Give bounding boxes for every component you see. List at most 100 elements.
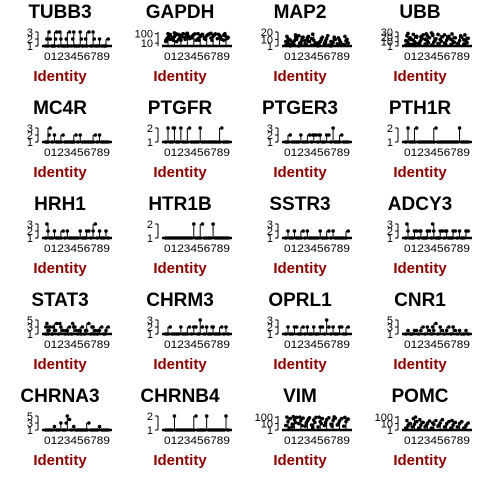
data-point bbox=[74, 328, 78, 333]
data-point bbox=[202, 428, 207, 432]
y-tick-label: 2 bbox=[387, 123, 393, 135]
data-point bbox=[464, 423, 468, 428]
data-point bbox=[327, 325, 331, 329]
data-point bbox=[439, 39, 444, 43]
data-point bbox=[313, 420, 317, 425]
data-point bbox=[421, 420, 425, 425]
y-tick-label: 1 bbox=[27, 137, 33, 149]
data-point bbox=[443, 229, 448, 233]
data-point bbox=[60, 44, 64, 48]
data-point bbox=[50, 140, 55, 144]
y-tick-label: 3 bbox=[27, 123, 33, 135]
data-point bbox=[436, 32, 440, 37]
y-tick-label: 1 bbox=[147, 137, 153, 149]
data-point bbox=[290, 332, 295, 336]
x-tick-labels: 0123456789 bbox=[44, 339, 110, 351]
data-point bbox=[322, 140, 327, 144]
data-point bbox=[106, 236, 110, 240]
data-point bbox=[225, 36, 229, 41]
panel-chrnb4: CHRNB4 1 2 0123456789 Identity bbox=[120, 384, 240, 480]
data-point bbox=[96, 328, 101, 333]
data-point bbox=[345, 37, 349, 42]
data-point bbox=[450, 236, 454, 240]
panel-title: GAPDH bbox=[145, 2, 215, 23]
data-point bbox=[87, 30, 91, 34]
data-point bbox=[404, 332, 408, 336]
data-point bbox=[48, 325, 52, 329]
data-point bbox=[434, 126, 438, 130]
data-point bbox=[442, 33, 447, 37]
data-point bbox=[46, 44, 50, 48]
data-point bbox=[404, 426, 408, 430]
data-point bbox=[466, 332, 470, 336]
panel-stat3: STAT3 1 3 5 0123456789 Identity bbox=[0, 288, 120, 384]
y-tick-label: 1 bbox=[387, 137, 393, 149]
x-tick-labels: 0123456789 bbox=[164, 339, 230, 351]
y-tick-label: 3 bbox=[387, 322, 393, 334]
data-point bbox=[87, 229, 91, 233]
y-tick-label: 3 bbox=[27, 219, 33, 231]
y-tick-label: 20 bbox=[381, 32, 393, 44]
data-point bbox=[449, 332, 453, 336]
data-point bbox=[186, 34, 191, 38]
data-point bbox=[316, 236, 320, 240]
x-tick-labels: 0123456789 bbox=[284, 243, 350, 255]
data-point bbox=[224, 414, 228, 418]
data-point bbox=[316, 44, 320, 48]
x-axis-label: Identity bbox=[33, 164, 87, 181]
data-point bbox=[222, 332, 226, 336]
data-point bbox=[172, 414, 177, 418]
data-point bbox=[424, 236, 429, 240]
data-point bbox=[416, 332, 421, 336]
data-point bbox=[406, 229, 410, 233]
data-point bbox=[453, 35, 458, 40]
y-tick-label: 10 bbox=[261, 34, 273, 46]
data-point bbox=[414, 126, 419, 130]
x-axis-label: Identity bbox=[33, 68, 87, 85]
data-point bbox=[301, 416, 305, 420]
data-point bbox=[346, 325, 350, 329]
data-point bbox=[290, 40, 295, 45]
data-point bbox=[47, 133, 51, 137]
panel-title: STAT3 bbox=[31, 290, 89, 311]
data-point bbox=[47, 30, 51, 34]
data-point bbox=[52, 424, 57, 429]
data-point bbox=[429, 31, 434, 35]
data-point bbox=[165, 36, 169, 41]
x-axis-label: Identity bbox=[273, 68, 327, 85]
y-tick-label: 100 bbox=[135, 29, 153, 41]
data-point bbox=[417, 417, 422, 422]
y-tick-label: 1 bbox=[27, 329, 33, 341]
data-point bbox=[453, 420, 458, 425]
data-point bbox=[46, 229, 50, 233]
data-point bbox=[453, 328, 458, 333]
data-point bbox=[425, 34, 430, 38]
data-point bbox=[304, 421, 309, 425]
data-point bbox=[170, 428, 175, 432]
x-axis-label: Identity bbox=[153, 356, 207, 373]
data-point bbox=[452, 40, 457, 44]
data-point bbox=[65, 229, 70, 233]
x-tick-labels: 0123456789 bbox=[44, 435, 110, 447]
data-point bbox=[296, 33, 301, 38]
data-point bbox=[419, 35, 423, 39]
data-point bbox=[464, 328, 468, 333]
data-point bbox=[218, 35, 223, 39]
data-point bbox=[305, 140, 310, 144]
y-tick-label: 100 bbox=[255, 412, 273, 424]
data-point bbox=[179, 325, 183, 329]
data-point bbox=[447, 325, 451, 329]
data-point bbox=[187, 325, 192, 329]
data-point bbox=[299, 42, 303, 47]
data-point bbox=[455, 236, 460, 240]
data-point bbox=[288, 416, 292, 421]
data-point bbox=[193, 32, 197, 36]
data-point bbox=[444, 422, 449, 426]
data-point bbox=[438, 325, 443, 329]
data-point bbox=[215, 36, 220, 41]
data-point bbox=[309, 43, 314, 48]
data-point bbox=[76, 236, 80, 240]
data-point bbox=[106, 37, 110, 41]
data-point bbox=[309, 332, 314, 336]
